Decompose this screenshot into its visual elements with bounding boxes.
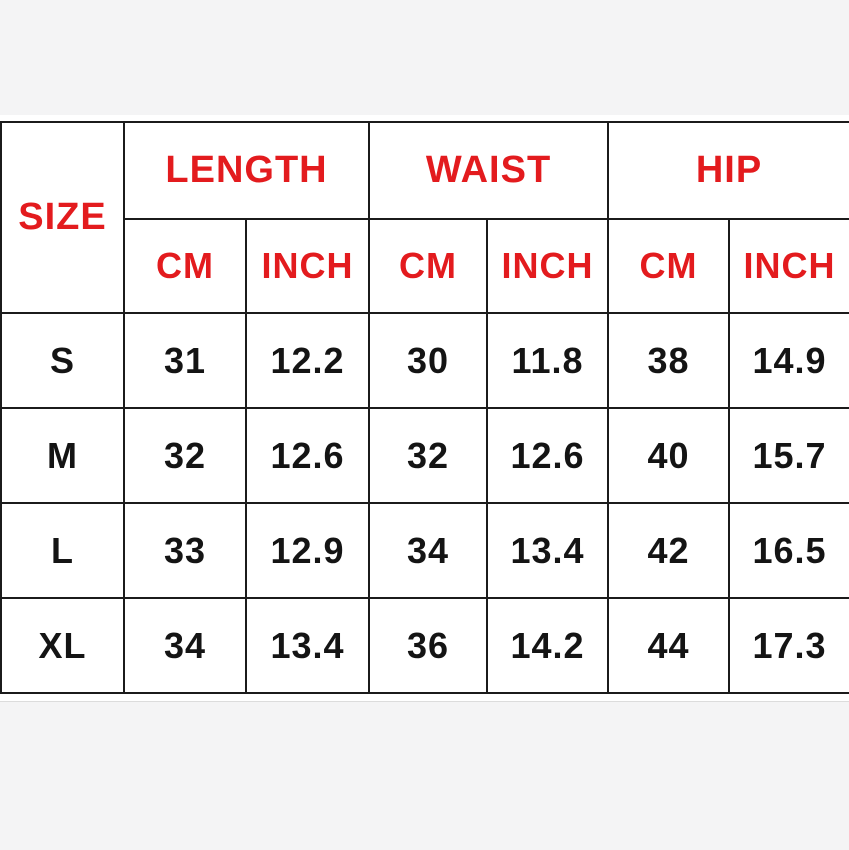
value-cell-hip-cm: 38 <box>607 312 731 409</box>
value-cell-length-cm: 33 <box>123 502 247 599</box>
subheader-length-inch: INCH <box>245 218 370 314</box>
value-cell-hip-cm: 44 <box>607 597 731 694</box>
group-header-hip: HIP <box>607 121 849 220</box>
value-cell-waist-cm: 36 <box>368 597 488 694</box>
size-cell: S <box>0 312 125 409</box>
subheader-length-cm: CM <box>123 218 247 314</box>
value-cell-length-inch: 12.6 <box>245 407 370 504</box>
table-row-s: S 31 12.2 30 11.8 38 14.9 <box>0 312 849 409</box>
value-cell-length-cm: 34 <box>123 597 247 694</box>
group-header-waist: WAIST <box>367 121 610 220</box>
value-cell-length-inch: 12.2 <box>245 312 370 409</box>
table-row-l: L 33 12.9 34 13.4 42 16.5 <box>0 502 849 599</box>
subheader-waist-inch: INCH <box>485 218 610 314</box>
value-cell-waist-inch: 12.6 <box>485 407 610 504</box>
value-cell-hip-cm: 40 <box>607 407 731 504</box>
value-cell-hip-inch: 15.7 <box>728 407 849 504</box>
value-cell-length-inch: 13.4 <box>245 597 370 694</box>
value-cell-waist-cm: 34 <box>368 502 488 599</box>
header-group-row: SIZE LENGTH WAIST HIP <box>0 121 849 314</box>
group-header-length: LENGTH <box>123 121 370 220</box>
size-cell: M <box>0 407 125 504</box>
size-cell: XL <box>0 597 125 694</box>
size-header-cell: SIZE <box>0 121 125 314</box>
value-cell-hip-inch: 17.3 <box>728 597 849 694</box>
header-sub-row: CM INCH CM INCH CM INCH <box>1 218 849 314</box>
table-row-m: M 32 12.6 32 12.6 40 15.7 <box>0 407 849 504</box>
size-cell: L <box>0 502 125 599</box>
value-cell-hip-cm: 42 <box>607 502 731 599</box>
value-cell-waist-cm: 30 <box>368 312 488 409</box>
value-cell-length-cm: 31 <box>123 312 247 409</box>
subheader-hip-inch: INCH <box>728 218 849 314</box>
value-cell-hip-inch: 16.5 <box>728 502 849 599</box>
value-cell-waist-cm: 32 <box>368 407 488 504</box>
subheader-waist-cm: CM <box>368 218 488 314</box>
value-cell-hip-inch: 14.9 <box>728 312 849 409</box>
value-cell-waist-inch: 13.4 <box>485 502 610 599</box>
value-cell-length-cm: 32 <box>123 407 247 504</box>
value-cell-waist-inch: 11.8 <box>485 312 610 409</box>
size-chart-table: SIZE LENGTH WAIST HIP CM INCH CM INCH CM… <box>0 121 849 694</box>
value-cell-waist-inch: 14.2 <box>485 597 610 694</box>
value-cell-length-inch: 12.9 <box>245 502 370 599</box>
table-row-xl: XL 34 13.4 36 14.2 44 17.3 <box>0 597 849 694</box>
subheader-hip-cm: CM <box>607 218 731 314</box>
